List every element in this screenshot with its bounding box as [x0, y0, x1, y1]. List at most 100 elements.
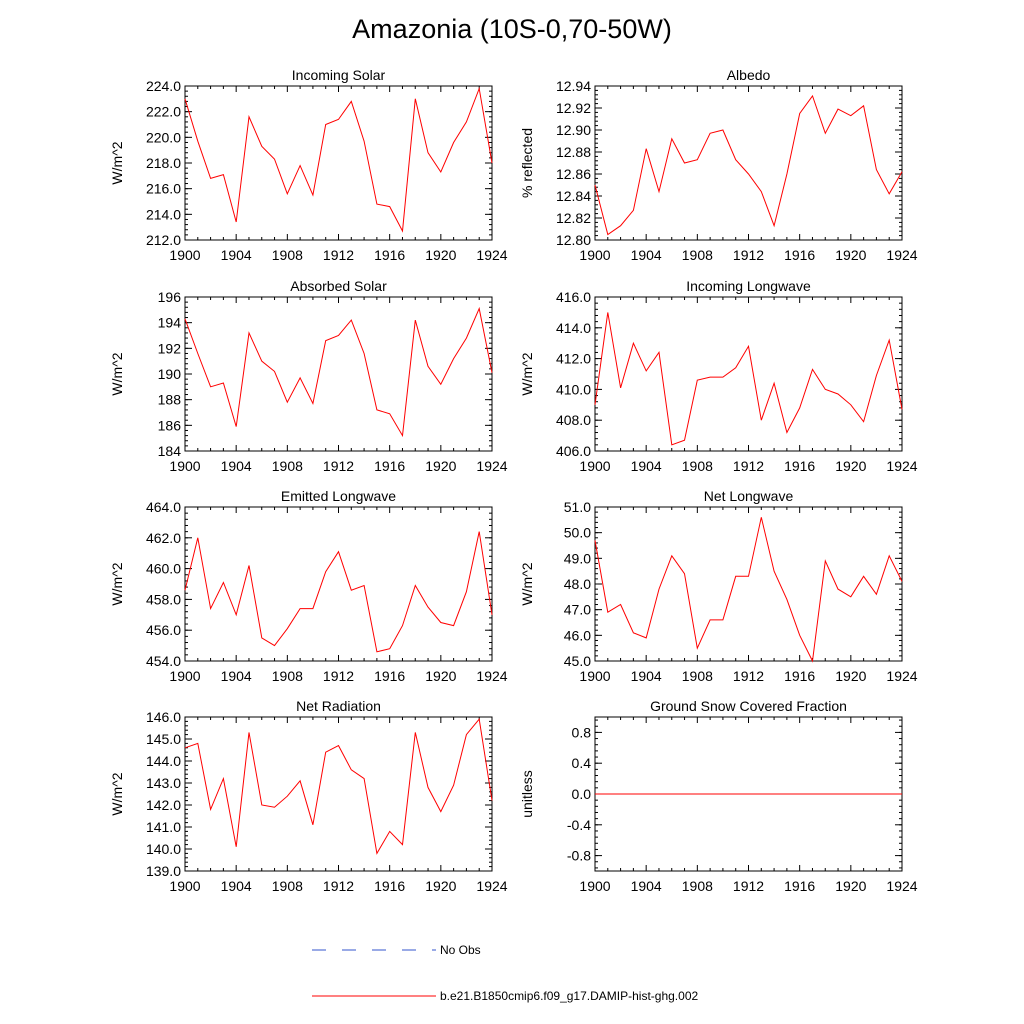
panel-title: Albedo — [727, 67, 771, 83]
x-tick-label: 1908 — [272, 458, 303, 474]
x-tick-label: 1904 — [221, 668, 252, 684]
x-tick-label: 1900 — [579, 247, 610, 263]
y-tick-label: 216.0 — [146, 181, 181, 197]
x-tick-label: 1912 — [733, 668, 764, 684]
y-axis-label: W/m^2 — [519, 562, 535, 605]
y-tick-label: 408.0 — [556, 412, 591, 428]
x-tick-label: 1920 — [835, 668, 866, 684]
y-tick-label: 462.0 — [146, 530, 181, 546]
y-tick-label: 188 — [158, 392, 182, 408]
plot-frame — [594, 296, 903, 452]
y-axis-label: W/m^2 — [109, 352, 125, 395]
x-tick-label: 1920 — [425, 247, 456, 263]
y-tick-label: 141.0 — [146, 819, 181, 835]
panel-title: Ground Snow Covered Fraction — [650, 698, 847, 714]
y-tick-label: 406.0 — [556, 443, 591, 459]
x-tick-label: 1900 — [579, 878, 610, 894]
y-tick-label: 146.0 — [146, 709, 181, 725]
panel-title: Incoming Solar — [292, 67, 386, 83]
x-tick-label: 1924 — [476, 878, 507, 894]
chart-panel-7: Net Radiation W/m^2 1900 1904 1908 1912 1916 19… — [109, 698, 508, 894]
x-tick-label: 1920 — [425, 458, 456, 474]
y-tick-label: 139.0 — [146, 863, 181, 879]
x-tick-label: 1916 — [784, 247, 815, 263]
x-tick-label: 1912 — [323, 668, 354, 684]
y-tick-label: 456.0 — [146, 622, 181, 638]
panel-title: Absorbed Solar — [290, 278, 387, 294]
y-axis-label: W/m^2 — [109, 141, 125, 184]
x-tick-label: 1920 — [835, 878, 866, 894]
x-tick-label: 1920 — [835, 458, 866, 474]
y-tick-label: 47.0 — [564, 602, 591, 618]
y-axis-label: W/m^2 — [519, 352, 535, 395]
series-line — [184, 531, 493, 653]
x-tick-label: 1924 — [886, 247, 917, 263]
y-tick-label: 0.0 — [572, 786, 592, 802]
y-tick-label: 12.86 — [556, 166, 591, 182]
y-tick-label: -0.4 — [567, 817, 591, 833]
y-tick-label: 194 — [158, 315, 182, 331]
y-tick-label: 412.0 — [556, 351, 591, 367]
x-tick-label: 1924 — [476, 458, 507, 474]
y-tick-label: 46.0 — [564, 627, 591, 643]
y-tick-label: 12.80 — [556, 232, 591, 248]
x-tick-label: 1912 — [323, 458, 354, 474]
y-tick-label: 45.0 — [564, 653, 591, 669]
y-axis-label: W/m^2 — [109, 772, 125, 815]
plot-frame — [594, 506, 903, 662]
series-line — [184, 306, 493, 438]
y-tick-label: 140.0 — [146, 841, 181, 857]
y-tick-label: 49.0 — [564, 550, 591, 566]
chart-panel-1: Incoming Solar W/m^2 1900 1904 1908 1912 1916 1… — [109, 67, 508, 263]
x-tick-label: 1924 — [476, 668, 507, 684]
y-tick-label: 145.0 — [146, 731, 181, 747]
chart-panel-8: Ground Snow Covered Fraction unitless 1900… — [519, 698, 918, 894]
y-tick-label: 143.0 — [146, 775, 181, 791]
x-tick-label: 1904 — [631, 247, 662, 263]
y-tick-label: 224.0 — [146, 78, 181, 94]
panel-title: Incoming Longwave — [686, 278, 811, 294]
y-tick-label: 144.0 — [146, 753, 181, 769]
x-tick-label: 1912 — [733, 878, 764, 894]
legend-label-no-obs: No Obs — [440, 943, 481, 957]
y-tick-label: 410.0 — [556, 381, 591, 397]
y-tick-label: 190 — [158, 366, 182, 382]
chart-panel-2: Albedo % reflected 1900 1904 1908 1912 1916 192… — [519, 67, 918, 263]
x-tick-label: 1908 — [682, 668, 713, 684]
y-tick-label: 12.88 — [556, 144, 591, 160]
y-tick-label: 12.92 — [556, 100, 591, 116]
y-tick-label: 142.0 — [146, 797, 181, 813]
chart-panel-3: Absorbed Solar W/m^2 1900 1904 1908 1912 1916 1… — [109, 278, 508, 474]
x-tick-label: 1916 — [784, 878, 815, 894]
series-line — [184, 718, 493, 855]
x-tick-label: 1916 — [374, 878, 405, 894]
x-tick-label: 1916 — [374, 247, 405, 263]
plot-frame — [184, 85, 493, 241]
x-tick-label: 1916 — [374, 668, 405, 684]
y-tick-label: 12.90 — [556, 122, 591, 138]
x-tick-label: 1904 — [221, 247, 252, 263]
x-tick-label: 1916 — [374, 458, 405, 474]
y-tick-label: 214.0 — [146, 206, 181, 222]
y-tick-label: 416.0 — [556, 289, 591, 305]
y-tick-label: 464.0 — [146, 499, 181, 515]
panel-title: Net Longwave — [704, 488, 794, 504]
x-tick-label: 1900 — [169, 247, 200, 263]
y-tick-label: 212.0 — [146, 232, 181, 248]
y-axis-label: % reflected — [519, 128, 535, 198]
x-tick-label: 1912 — [323, 878, 354, 894]
x-tick-label: 1904 — [221, 878, 252, 894]
series-line — [594, 94, 903, 236]
y-tick-label: 12.82 — [556, 210, 591, 226]
x-tick-label: 1908 — [682, 247, 713, 263]
plot-frame — [594, 85, 903, 241]
series-line — [184, 86, 493, 233]
y-tick-label: 460.0 — [146, 561, 181, 577]
y-tick-label: 454.0 — [146, 653, 181, 669]
x-tick-label: 1924 — [476, 247, 507, 263]
y-tick-label: 51.0 — [564, 499, 591, 515]
x-tick-label: 1924 — [886, 668, 917, 684]
x-tick-label: 1920 — [425, 668, 456, 684]
y-axis-label: unitless — [519, 770, 535, 817]
x-tick-label: 1904 — [631, 878, 662, 894]
